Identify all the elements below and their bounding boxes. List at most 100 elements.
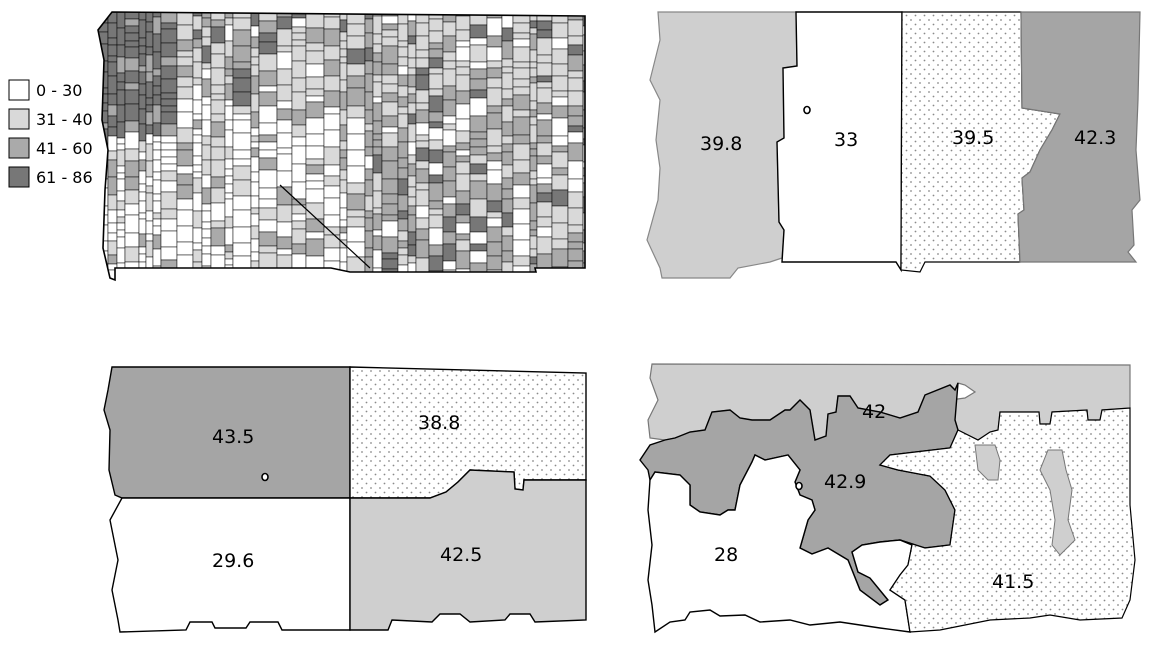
- tract-cell: [512, 223, 531, 241]
- district-value-label: 41.5: [992, 571, 1034, 593]
- tract-cell: [512, 32, 531, 40]
- tract-cell: [116, 137, 126, 145]
- tract-cell: [250, 171, 260, 183]
- tract-cell: [160, 65, 178, 80]
- tract-cell: [469, 271, 488, 280]
- tract-cell: [364, 210, 374, 219]
- tract-cell: [551, 135, 569, 147]
- tract-cell: [210, 113, 226, 123]
- tract-cell: [381, 101, 399, 117]
- tract-cell: [116, 27, 126, 46]
- tract-cell: [469, 138, 488, 148]
- tract-cell: [501, 98, 514, 107]
- tract-cell: [107, 104, 118, 117]
- tract-cell: [381, 214, 399, 222]
- tract-cell: [124, 189, 140, 205]
- tract-cell: [397, 96, 409, 108]
- tract-cell: [346, 216, 366, 228]
- tract-cell: [415, 147, 430, 162]
- tract-cell: [529, 49, 538, 63]
- tract-cell: [160, 92, 178, 100]
- district-value-label: 42.9: [824, 471, 866, 493]
- tract-cell: [346, 209, 366, 218]
- tract-cell: [323, 269, 341, 280]
- tract-cell: [428, 139, 444, 151]
- tract-cell: [339, 179, 348, 194]
- tract-cell: [469, 12, 488, 26]
- tract-cell: [192, 77, 203, 86]
- tract-cell: [176, 142, 194, 151]
- tract-cell: [428, 182, 444, 202]
- tract-cell: [442, 35, 457, 53]
- tract-cell: [145, 46, 154, 56]
- tract-cell: [305, 76, 325, 90]
- tract-cell: [276, 147, 293, 155]
- tract-cell: [567, 131, 584, 144]
- tract-cell: [455, 15, 471, 31]
- tract-cell: [512, 22, 531, 34]
- tract-cell: [250, 213, 260, 227]
- tract-cell: [372, 229, 383, 237]
- tract-cell: [512, 78, 531, 88]
- tract-cell: [372, 120, 383, 135]
- tract-cell: [323, 214, 341, 228]
- tract-cell: [201, 221, 212, 230]
- tract-cell: [552, 281, 568, 297]
- tract-cell: [582, 262, 585, 271]
- tract-cell: [224, 251, 234, 260]
- tract-cell: [152, 135, 162, 143]
- tract-cell: [551, 266, 569, 280]
- tract-cell: [551, 145, 569, 153]
- tract-cell: [210, 99, 226, 115]
- tract-cell: [407, 262, 417, 280]
- tract-cell: [364, 32, 374, 49]
- tract-cell: [291, 268, 307, 280]
- tract-cell: [536, 62, 553, 77]
- tract-cell: [192, 84, 203, 101]
- tract-cell: [160, 170, 178, 182]
- tract-cell: [339, 12, 348, 21]
- tract-cell: [201, 104, 212, 121]
- tract-cell: [567, 142, 584, 162]
- tract-cell: [107, 135, 118, 152]
- tract-cell: [407, 205, 417, 216]
- tract-cell: [372, 33, 383, 45]
- districts-map-bottom-left: 43.5 38.8 29.6 42.5: [103, 366, 587, 633]
- tract-cell: [160, 98, 178, 107]
- tract-cell: [138, 140, 147, 153]
- tract-cell: [224, 158, 234, 170]
- tract-cell: [250, 111, 260, 129]
- tract-cell: [305, 188, 325, 204]
- tract-cell: [455, 40, 471, 48]
- tract-cell: [512, 86, 531, 96]
- tract-cell: [160, 208, 178, 220]
- tract-cell: [291, 136, 307, 147]
- tract-cell: [455, 90, 471, 105]
- tract-cell: [98, 146, 109, 159]
- tract-cell: [192, 113, 203, 121]
- tract-cell: [442, 21, 457, 37]
- tract-cell: [116, 56, 126, 74]
- tract-cell: [551, 75, 569, 92]
- tract-cell: [291, 45, 307, 62]
- tract-cell: [107, 209, 118, 224]
- tract-cell: [232, 68, 252, 79]
- tract-cell: [442, 196, 457, 205]
- tract-cell: [551, 167, 569, 176]
- tract-cell: [469, 173, 488, 182]
- tract-cell: [250, 181, 260, 197]
- tract-cell: [567, 44, 584, 56]
- tract-cell: [232, 17, 252, 31]
- tract-cell: [364, 155, 374, 170]
- tract-cell: [529, 155, 538, 172]
- tract-cell: [415, 67, 430, 76]
- tract-cell: [381, 15, 399, 25]
- tract-cell: [201, 272, 212, 280]
- tract-cell: [145, 54, 154, 73]
- tract-cell: [469, 243, 488, 252]
- legend-label: 31 - 40: [36, 110, 93, 129]
- tract-cell: [381, 160, 399, 180]
- tract-cell: [536, 54, 553, 64]
- tract-cell: [323, 75, 341, 92]
- tract-cell: [176, 184, 194, 200]
